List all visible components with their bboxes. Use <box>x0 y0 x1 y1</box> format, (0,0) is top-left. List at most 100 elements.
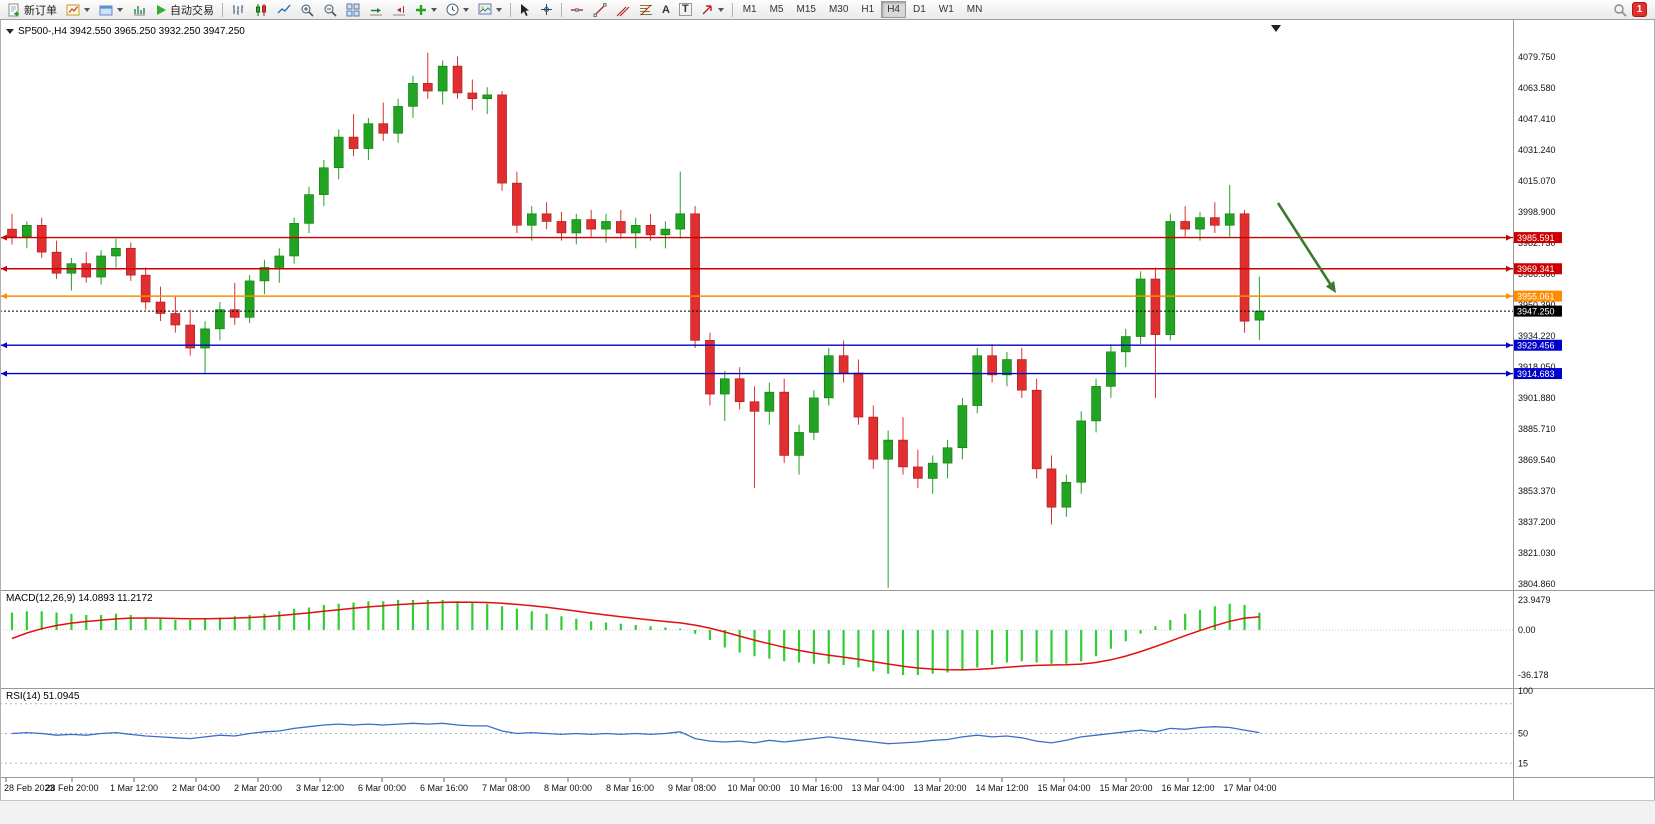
fibonacci-tool-button[interactable] <box>635 1 657 18</box>
label-tool-icon: T <box>678 3 692 16</box>
status-strip <box>0 800 1655 824</box>
candle <box>215 301 225 341</box>
candle <box>883 430 893 588</box>
level-edge-marker <box>1 342 7 349</box>
chart-shift-marker[interactable] <box>1271 25 1281 32</box>
candle <box>259 259 270 295</box>
timeframe-d1-button[interactable]: D1 <box>907 1 932 18</box>
timeframe-w1-button[interactable]: W1 <box>933 1 960 18</box>
arrows-tool-button[interactable] <box>697 1 728 18</box>
candle <box>126 242 136 281</box>
toolbar-separator <box>510 2 511 17</box>
time-axis-label: 13 Mar 04:00 <box>851 783 904 793</box>
candle <box>794 424 804 475</box>
time-axis-label: 14 Mar 12:00 <box>975 783 1028 793</box>
chart-shift-icon <box>393 5 405 15</box>
time-axis-label: 2 Mar 04:00 <box>172 783 220 793</box>
auto-scroll-button[interactable] <box>365 1 387 18</box>
periods-button[interactable] <box>442 1 473 18</box>
time-axis-label: 9 Mar 08:00 <box>668 783 716 793</box>
templates-button[interactable] <box>474 1 506 18</box>
candle <box>838 340 849 383</box>
channel-tool-button[interactable] <box>612 1 634 18</box>
candle <box>571 213 582 245</box>
candle <box>1002 351 1012 387</box>
time-axis-label: 28 Feb 20:00 <box>45 783 98 793</box>
line-chart-type-button[interactable] <box>273 1 295 18</box>
cursor-icon <box>521 3 529 16</box>
chart-title-text: SP500-,H4 3942.550 3965.250 3932.250 394… <box>18 26 245 37</box>
price-axis-label: 4063.580 <box>1518 83 1556 93</box>
time-axis-label: 8 Mar 00:00 <box>544 783 592 793</box>
timeframe-h4-button[interactable]: H4 <box>881 1 906 18</box>
svg-text:3955.061: 3955.061 <box>1517 291 1555 301</box>
price-axis-label: 3950.390 <box>1518 300 1556 310</box>
text-tool-button[interactable]: A <box>658 1 674 18</box>
candle <box>1195 211 1205 241</box>
candle <box>422 52 433 99</box>
time-axis-label: 28 Feb 2023 <box>4 783 55 793</box>
indicators-button[interactable] <box>411 1 441 18</box>
notification-badge[interactable]: 1 <box>1632 2 1647 17</box>
zoom-out-button[interactable] <box>319 1 341 18</box>
bars-chart-type-button[interactable] <box>227 1 249 18</box>
search-icon[interactable] <box>1613 3 1627 17</box>
candle <box>764 382 775 425</box>
timeframe-mn-button[interactable]: MN <box>961 1 989 18</box>
new-order-button[interactable]: 新订单 <box>3 1 61 18</box>
candle <box>333 129 344 180</box>
price-axis-label: 3934.220 <box>1518 331 1556 341</box>
trendline-tool-button[interactable] <box>589 1 611 18</box>
candle <box>408 75 418 118</box>
line-chart-icon <box>277 4 291 13</box>
candle <box>957 397 968 460</box>
candle <box>1091 378 1101 433</box>
level-edge-marker <box>1506 342 1512 349</box>
label-tool-button[interactable]: T <box>675 1 696 18</box>
candle <box>541 202 552 230</box>
timeframe-h1-button[interactable]: H1 <box>855 1 880 18</box>
price-axis-label: 3853.370 <box>1518 486 1556 496</box>
profiles-button[interactable] <box>95 1 127 18</box>
candle <box>81 252 92 283</box>
market-watch-button[interactable] <box>128 1 150 18</box>
chart-canvas[interactable]: 4079.750 4063.580 4047.410 4031.240 4015.070… <box>0 20 1655 824</box>
candle <box>319 160 329 207</box>
collapse-icon[interactable] <box>6 29 14 34</box>
candle <box>1165 213 1176 341</box>
crosshair-button[interactable] <box>536 1 557 18</box>
candle <box>853 359 864 425</box>
level-edge-marker <box>1506 234 1512 241</box>
fibonacci-icon <box>640 4 652 15</box>
timeframe-m30-button[interactable]: M30 <box>823 1 854 18</box>
annotation-arrow[interactable] <box>1276 202 1336 293</box>
horizontal-line-tool-button[interactable] <box>566 1 588 18</box>
rsi-line <box>11 722 1260 745</box>
chart-shift-button[interactable] <box>388 1 410 18</box>
algo-trading-button[interactable]: 自动交易 <box>151 1 218 18</box>
price-tag: 3929.456 <box>1514 339 1562 351</box>
candle <box>363 117 374 161</box>
time-axis-label: 2 Mar 20:00 <box>234 783 282 793</box>
dropdown-caret <box>117 7 123 12</box>
candle <box>1150 267 1161 398</box>
price-axis-label: 3869.540 <box>1518 455 1556 465</box>
timeframe-m5-button[interactable]: M5 <box>764 1 790 18</box>
zoom-in-button[interactable] <box>296 1 318 18</box>
candle <box>690 206 700 349</box>
toolbar-right-group: 1 <box>1613 2 1652 17</box>
tile-windows-button[interactable] <box>342 1 364 18</box>
tile-windows-icon <box>346 3 360 16</box>
channel-icon <box>616 6 630 16</box>
timeframe-m1-button[interactable]: M1 <box>737 1 763 18</box>
candles-chart-type-button[interactable] <box>250 1 272 18</box>
price-axis-label: 3998.900 <box>1518 207 1556 217</box>
dropdown-caret <box>496 7 502 12</box>
new-chart-button[interactable] <box>62 1 94 18</box>
zoom-out-icon <box>324 4 337 17</box>
timeframe-m15-button[interactable]: M15 <box>791 1 822 18</box>
candle <box>378 102 389 141</box>
cursor-button[interactable] <box>515 1 535 18</box>
rsi-axis-label: 50 <box>1518 729 1528 739</box>
candle <box>660 221 671 249</box>
